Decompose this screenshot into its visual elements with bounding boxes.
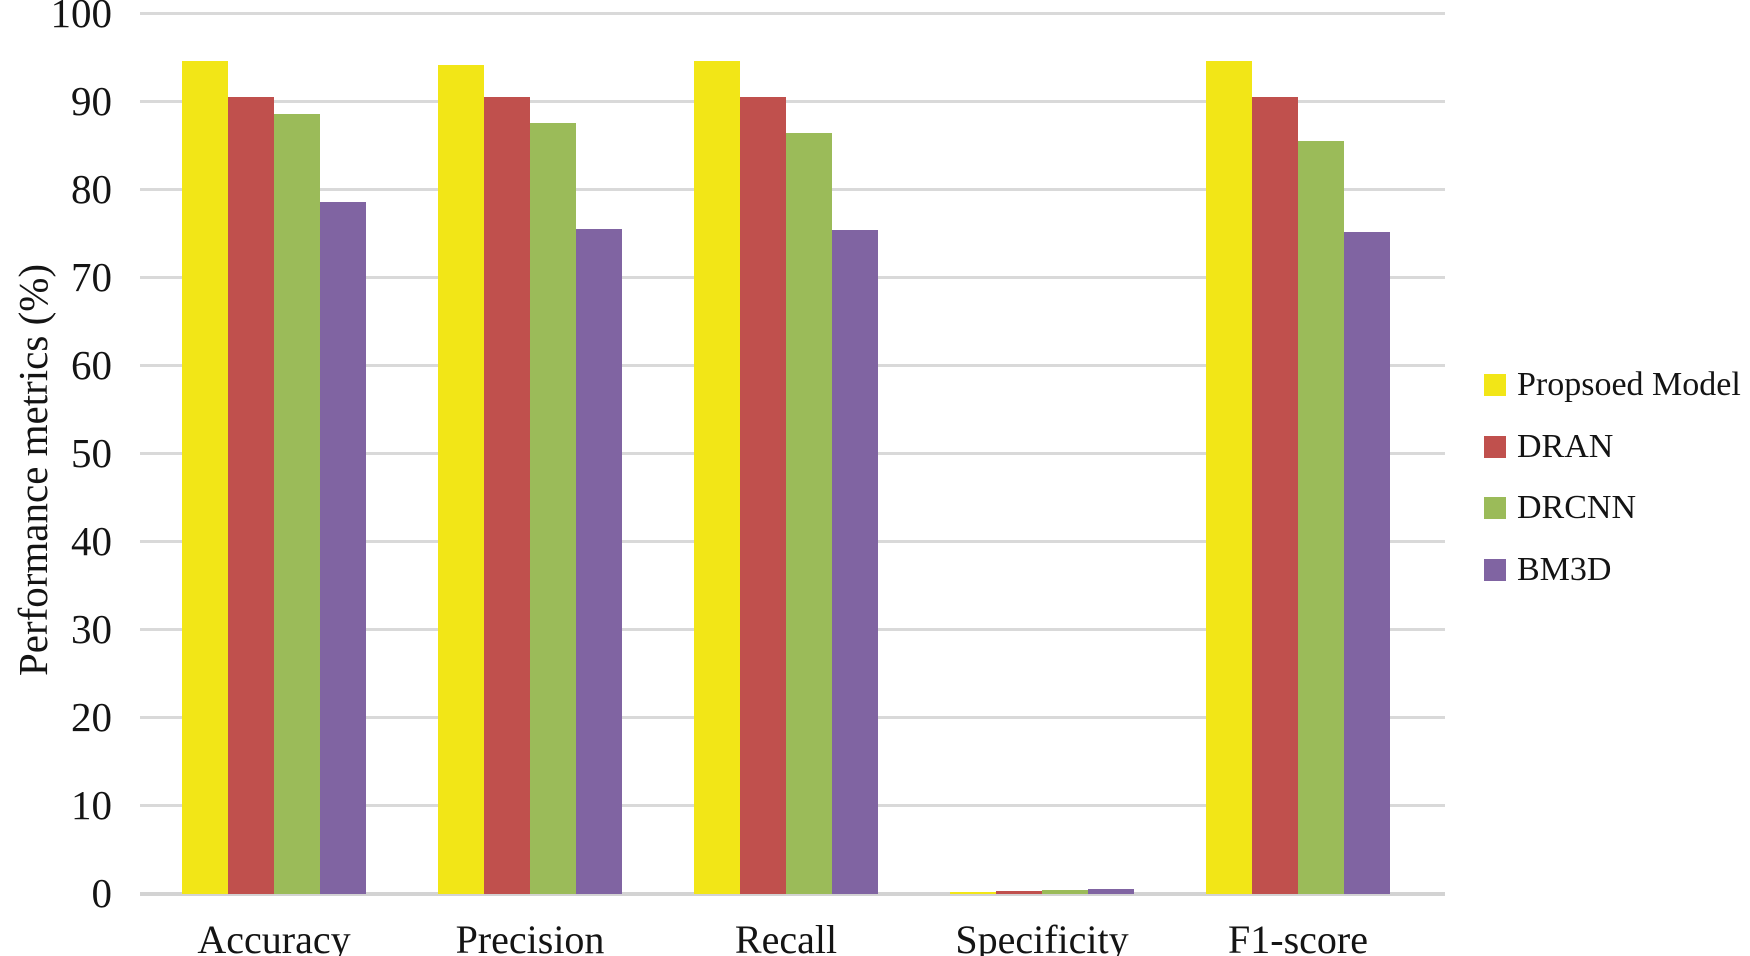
bar-recall-propsoed-model: [694, 61, 740, 894]
bar-accuracy-drcnn: [274, 114, 320, 894]
bar-specificity-drcnn: [1042, 890, 1088, 894]
legend-label: DRCNN: [1517, 489, 1637, 526]
y-tick-label: 30: [71, 606, 112, 652]
y-tick-label: 50: [71, 430, 112, 476]
bar-specificity-dran: [996, 891, 1042, 894]
legend-item-dran: DRAN: [1484, 422, 1613, 472]
bar-recall-bm3d: [832, 230, 878, 894]
x-category-label: Specificity: [955, 917, 1129, 956]
y-tick-label: 100: [50, 0, 113, 36]
bar-f1-score-drcnn: [1298, 141, 1344, 894]
bar-precision-dran: [484, 97, 530, 894]
bar-precision-drcnn: [530, 123, 576, 894]
bar-precision-propsoed-model: [438, 64, 484, 894]
bar-accuracy-propsoed-model: [182, 61, 228, 894]
x-category-label: Accuracy: [197, 917, 351, 956]
bar-f1-score-dran: [1252, 97, 1298, 894]
gridline: [140, 99, 1445, 103]
legend-item-drcnn: DRCNN: [1484, 483, 1636, 533]
legend-swatch-icon: [1484, 435, 1506, 458]
bar-f1-score-bm3d: [1344, 232, 1390, 894]
legend-label: DRAN: [1517, 427, 1614, 465]
x-category-label: Precision: [455, 917, 605, 956]
legend-item-propsoed-model: Propsoed Model: [1484, 360, 1741, 410]
y-tick-label: 80: [71, 166, 112, 212]
y-tick-label: 10: [71, 782, 112, 828]
legend-swatch-icon: [1484, 374, 1506, 396]
legend-swatch-icon: [1484, 497, 1506, 519]
bar-accuracy-dran: [228, 96, 274, 894]
y-tick-label: 70: [71, 254, 112, 300]
legend-label: Propsoed Model: [1517, 366, 1741, 403]
y-tick-label: 20: [71, 694, 112, 740]
bar-recall-dran: [740, 96, 786, 894]
y-tick-label: 0: [91, 870, 113, 916]
legend-swatch-icon: [1484, 558, 1506, 581]
y-tick-label: 90: [71, 78, 112, 124]
bar-precision-bm3d: [576, 228, 622, 894]
bar-recall-drcnn: [786, 132, 832, 894]
legend-item-bm3d: BM3D: [1484, 545, 1611, 595]
x-category-label: Recall: [734, 917, 838, 956]
bar-specificity-bm3d: [1088, 889, 1134, 894]
bar-accuracy-bm3d: [320, 202, 366, 894]
x-category-label: F1-score: [1228, 917, 1368, 956]
bar-specificity-propsoed-model: [950, 891, 996, 894]
y-tick-label: 40: [71, 518, 112, 564]
y-tick-label: 60: [71, 342, 112, 388]
gridline: [140, 11, 1445, 15]
bar-f1-score-propsoed-model: [1206, 60, 1252, 894]
legend-label: BM3D: [1517, 550, 1612, 588]
